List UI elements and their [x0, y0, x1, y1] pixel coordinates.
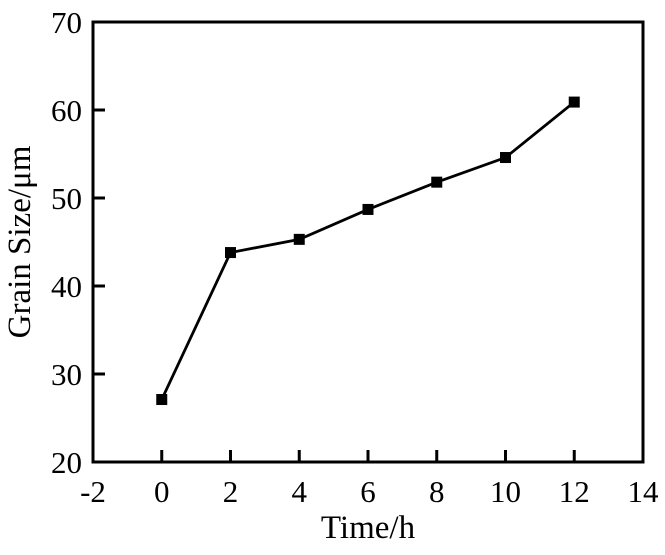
y-tick-label: 70 — [51, 5, 82, 40]
x-tick-label: 10 — [490, 474, 521, 509]
y-tick-label: 30 — [51, 357, 82, 392]
y-tick-label: 50 — [51, 181, 82, 216]
y-tick-label: 60 — [51, 93, 82, 128]
y-tick-label: 40 — [51, 269, 82, 304]
x-axis-title: Time/h — [321, 510, 416, 546]
y-tick-label: 20 — [51, 445, 82, 480]
plot-frame — [91, 20, 645, 464]
x-tick-label: 0 — [154, 474, 170, 509]
x-tick-label: 14 — [628, 474, 660, 509]
x-tick-label: 2 — [223, 474, 239, 509]
y-axis-title: Grain Size/μm — [2, 145, 38, 338]
x-tick-label: 12 — [559, 474, 590, 509]
series-line — [160, 100, 576, 401]
x-tick-label: 8 — [429, 474, 445, 509]
x-tick-label: 6 — [360, 474, 376, 509]
x-tick-label: 4 — [292, 474, 308, 509]
x-tick-label: -2 — [80, 474, 106, 509]
